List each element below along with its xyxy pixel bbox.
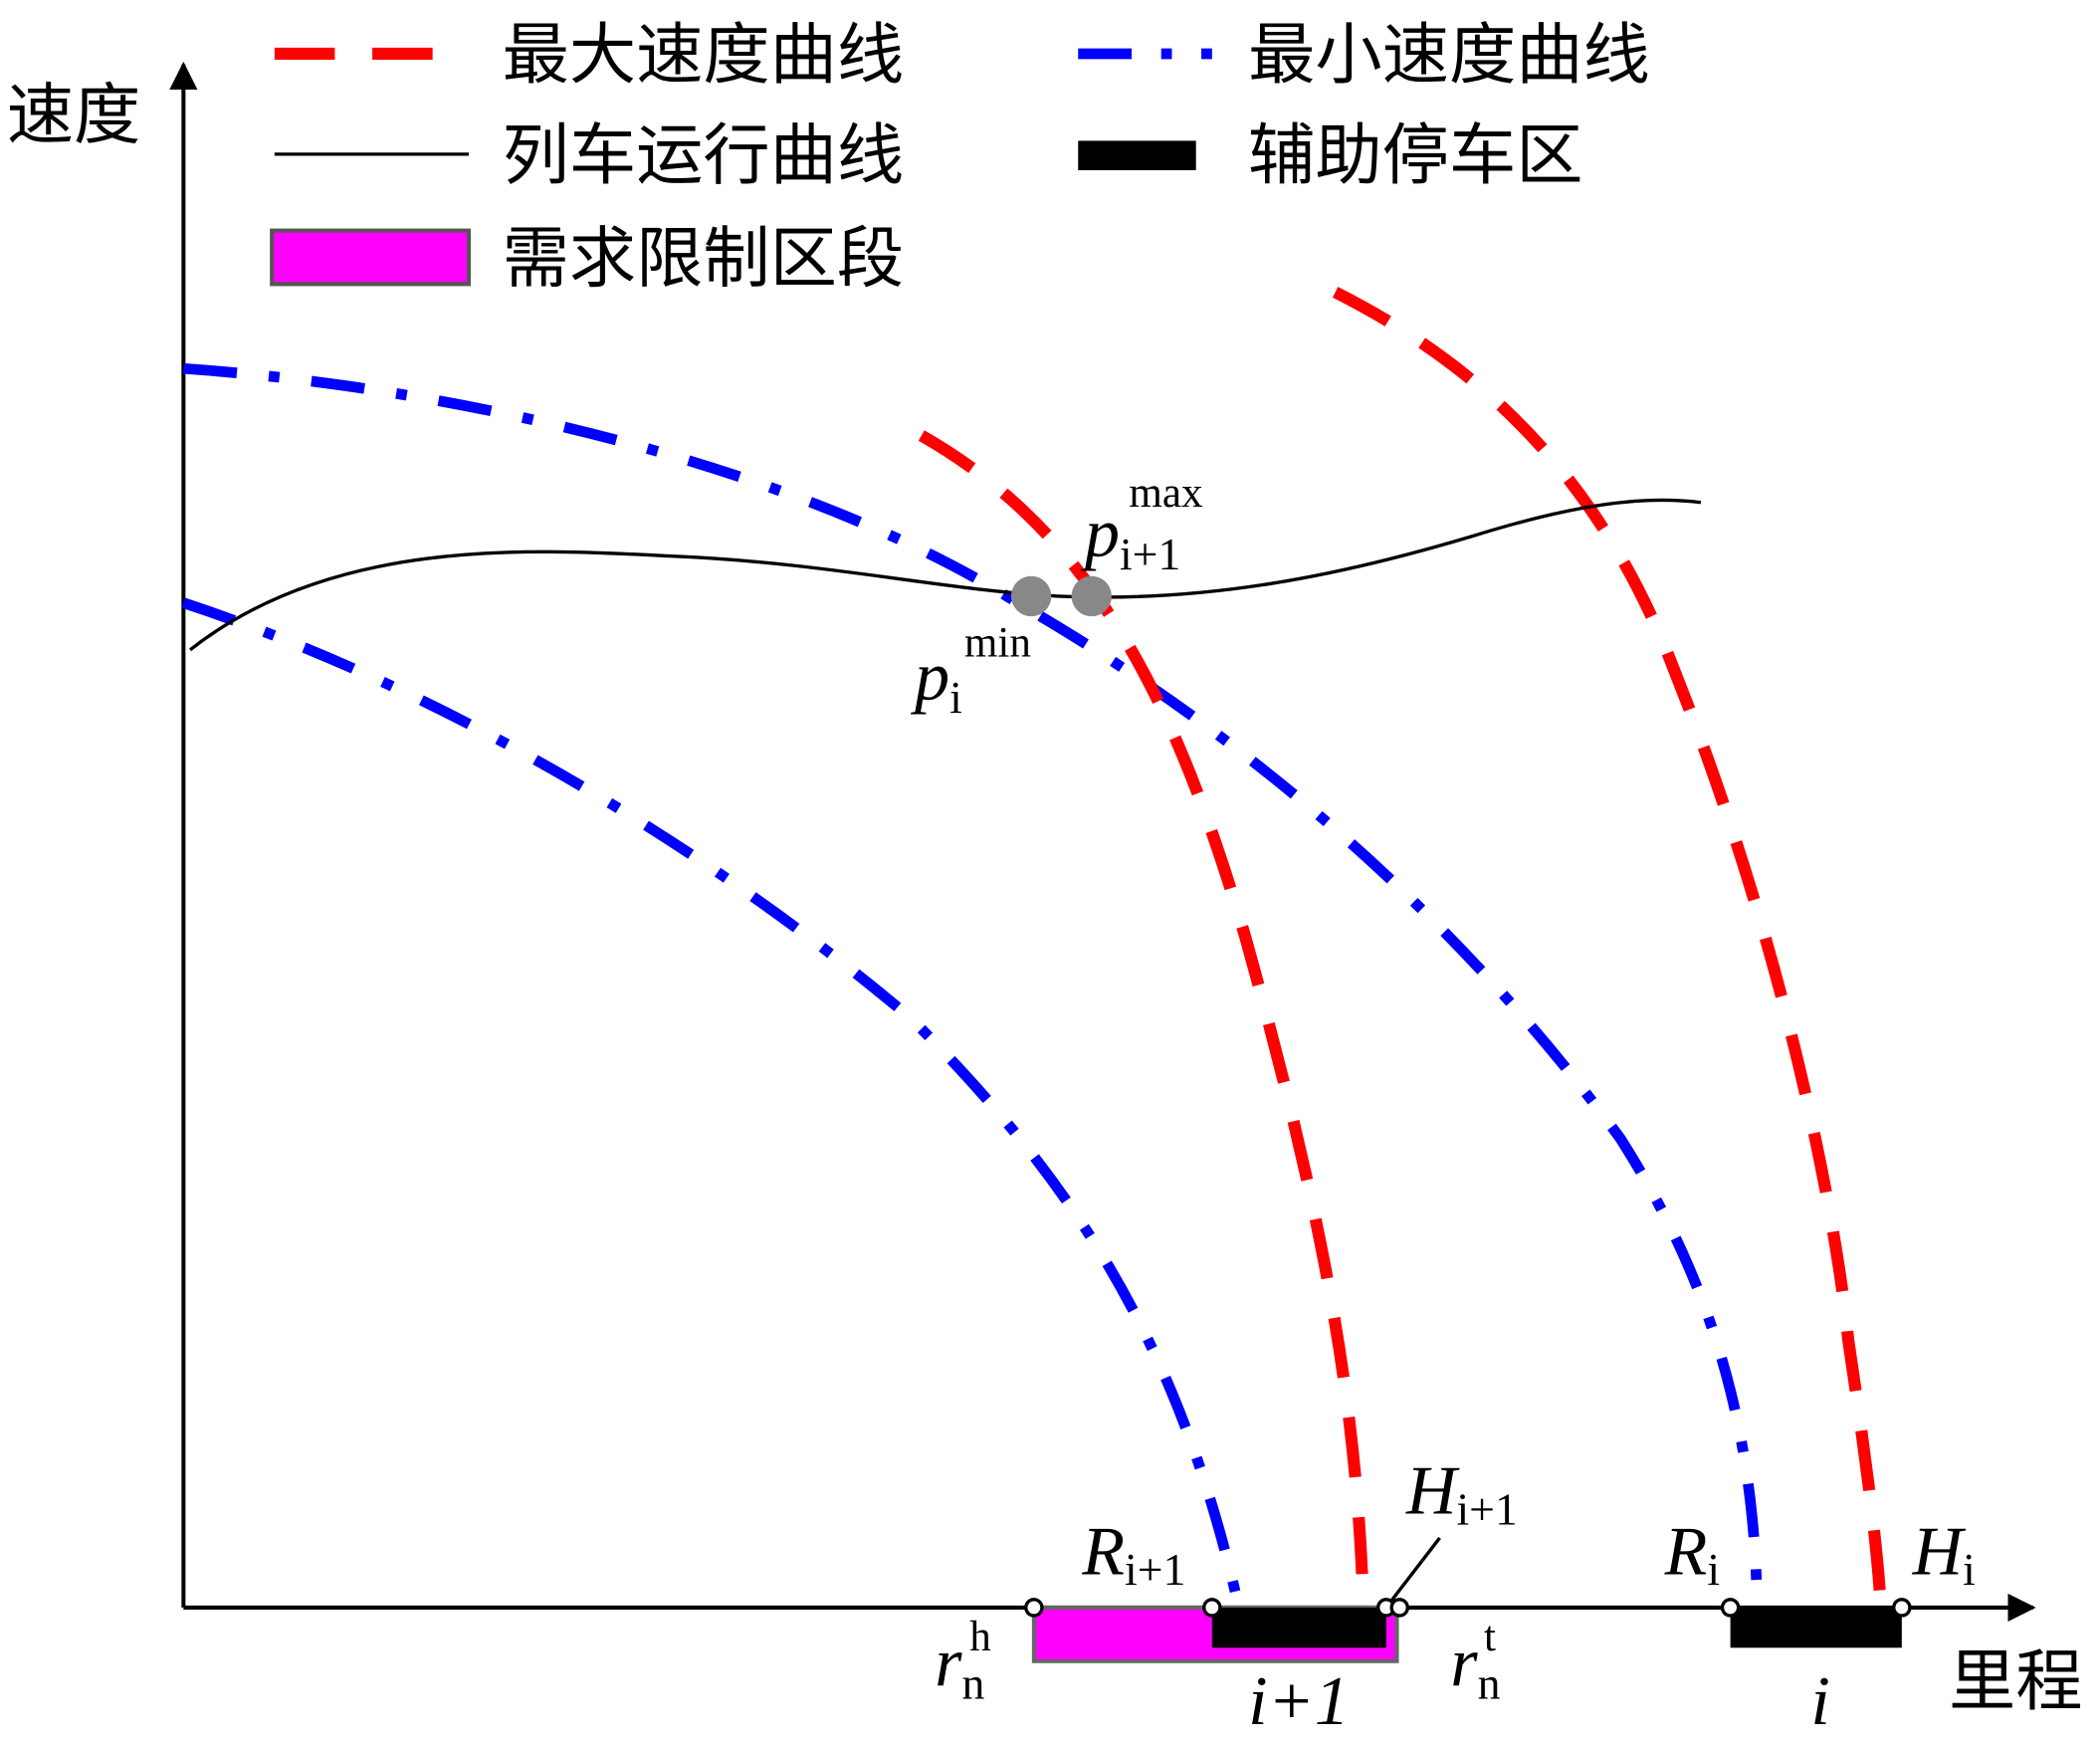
min-speed-curve — [182, 362, 1763, 1609]
legend-limit-zone — [270, 228, 472, 287]
label-base: H — [1912, 1513, 1967, 1590]
legend-label: 辅助停车区 — [1248, 116, 1582, 194]
curves — [181, 287, 1887, 1610]
zone-endpoints — [1024, 1598, 1912, 1618]
legend-label: 最小速度曲线 — [1248, 16, 1650, 94]
marker-label: Ri — [1664, 1513, 1720, 1595]
marker-label: Hi — [1912, 1513, 1976, 1595]
intersection-point — [1071, 575, 1112, 617]
zone-label: i — [1810, 1663, 1829, 1740]
label-base: r — [1450, 1625, 1478, 1701]
point-label: pi — [910, 639, 962, 723]
label-base: H — [1405, 1453, 1460, 1530]
label-sub: i — [1963, 1544, 1976, 1595]
legend-label: 列车运行曲线 — [503, 116, 905, 194]
min-speed-curve — [181, 597, 1244, 1610]
label-sup: max — [1129, 470, 1202, 517]
y-axis-label: 速度 — [7, 77, 141, 154]
label-base: p — [910, 639, 949, 716]
label-sup: h — [969, 1614, 991, 1660]
endpoint — [1720, 1598, 1741, 1618]
label-base: p — [1080, 496, 1120, 572]
label-sub: i — [949, 672, 962, 723]
legend-label: 最大速度曲线 — [503, 16, 905, 94]
label-sub: i+1 — [1456, 1483, 1517, 1534]
leader-line — [1384, 1536, 1441, 1609]
label-base: R — [1664, 1513, 1708, 1590]
legend-label: 需求限制区段 — [503, 220, 905, 298]
label-sub: i+1 — [1120, 529, 1180, 579]
max-speed-curve — [918, 430, 1368, 1575]
label-sub: i — [1707, 1544, 1720, 1595]
intersection-point — [1010, 575, 1052, 617]
train-curve — [189, 498, 1702, 652]
label-sub: n — [962, 1657, 985, 1708]
marker-label: rn — [935, 1625, 984, 1708]
zone-label: i+1 — [1248, 1663, 1350, 1740]
marker-label: Ri+1 — [1081, 1513, 1185, 1595]
stop-zone — [1730, 1607, 1902, 1648]
endpoint — [1024, 1598, 1044, 1618]
label-base: r — [935, 1625, 962, 1701]
label-sub: n — [1478, 1657, 1501, 1708]
endpoint — [1389, 1598, 1409, 1618]
endpoint — [1202, 1598, 1222, 1618]
label-sub: i+1 — [1125, 1544, 1185, 1595]
endpoint — [1892, 1598, 1912, 1618]
x-axis-label: 里程 — [1949, 1642, 2083, 1720]
label-sup: t — [1484, 1614, 1496, 1660]
max-speed-curve — [1332, 287, 1887, 1602]
label-sup: min — [964, 620, 1031, 667]
label-base: R — [1081, 1513, 1125, 1590]
legend-stop-zone — [1078, 140, 1196, 171]
marker-label: rn — [1450, 1625, 1500, 1708]
stop-zone — [1211, 1607, 1386, 1648]
marker-label: Hi+1 — [1405, 1453, 1518, 1535]
point-label: pi+1 — [1080, 496, 1180, 579]
